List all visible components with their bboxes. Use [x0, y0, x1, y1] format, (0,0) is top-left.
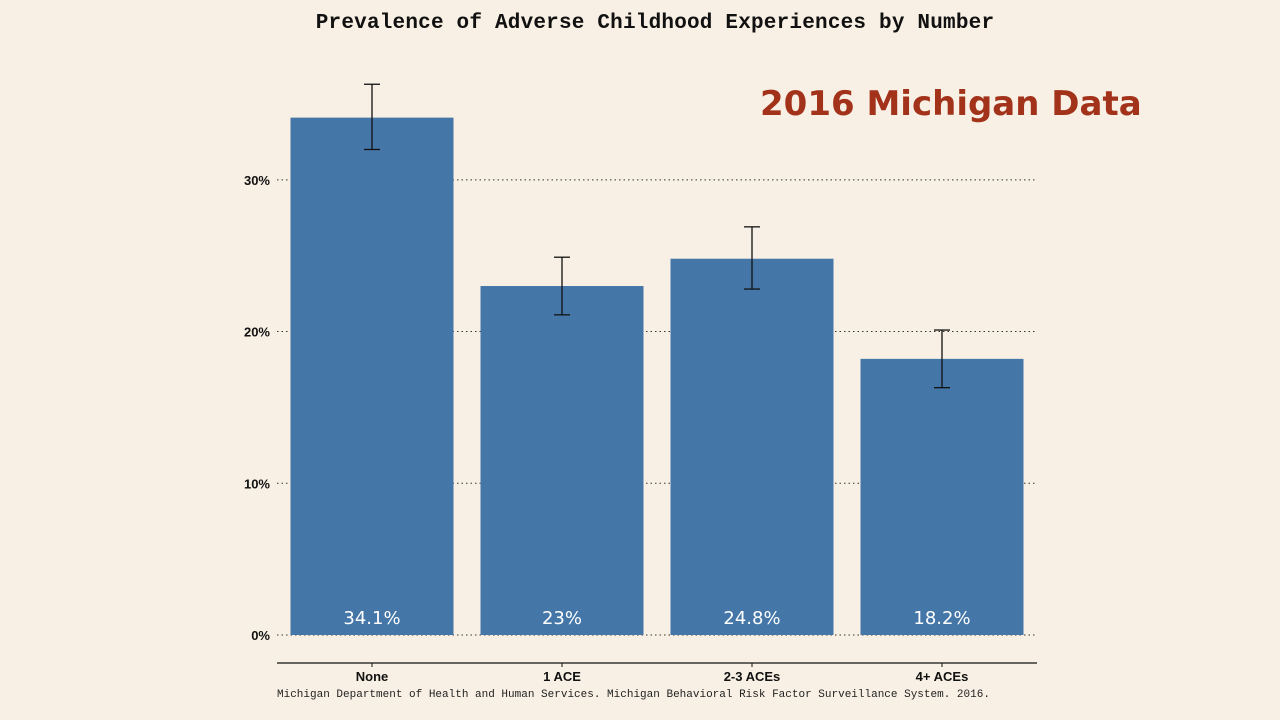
y-tick-label: 10%	[244, 476, 270, 491]
error-bar	[364, 83, 380, 151]
data-label: 24.8%	[723, 608, 780, 629]
y-tick-label: 20%	[244, 325, 270, 340]
bar-4-aces	[860, 358, 1024, 635]
x-tick-label: 2-3 ACEs	[724, 669, 781, 684]
data-label: 23%	[542, 608, 582, 629]
chart-title: Prevalence of Adverse Childhood Experien…	[315, 12, 995, 35]
bar-1-ace	[480, 286, 644, 635]
error-bars	[364, 83, 950, 389]
data-labels: 34.1% 23% 24.8% 18.2%	[343, 608, 970, 629]
bar-2-3-aces	[670, 258, 834, 635]
error-bar	[554, 256, 570, 316]
bar-none	[290, 117, 454, 636]
x-tick-label: 4+ ACEs	[916, 669, 969, 684]
x-axis-ticks: None 1 ACE 2-3 ACEs 4+ ACEs	[356, 663, 969, 684]
data-label: 34.1%	[343, 608, 400, 629]
error-bar	[744, 226, 760, 290]
y-axis-ticks: 0% 10% 20% 30%	[244, 173, 270, 643]
data-label: 18.2%	[913, 608, 970, 629]
overlay-title: 2016 Michigan Data	[760, 84, 1142, 124]
error-bar	[934, 329, 950, 389]
y-tick-label: 30%	[244, 173, 270, 188]
x-tick-label: 1 ACE	[543, 669, 581, 684]
bars	[290, 117, 1024, 636]
y-tick-label: 0%	[251, 628, 270, 643]
source-note: Michigan Department of Health and Human …	[277, 689, 990, 701]
x-tick-label: None	[356, 669, 389, 684]
